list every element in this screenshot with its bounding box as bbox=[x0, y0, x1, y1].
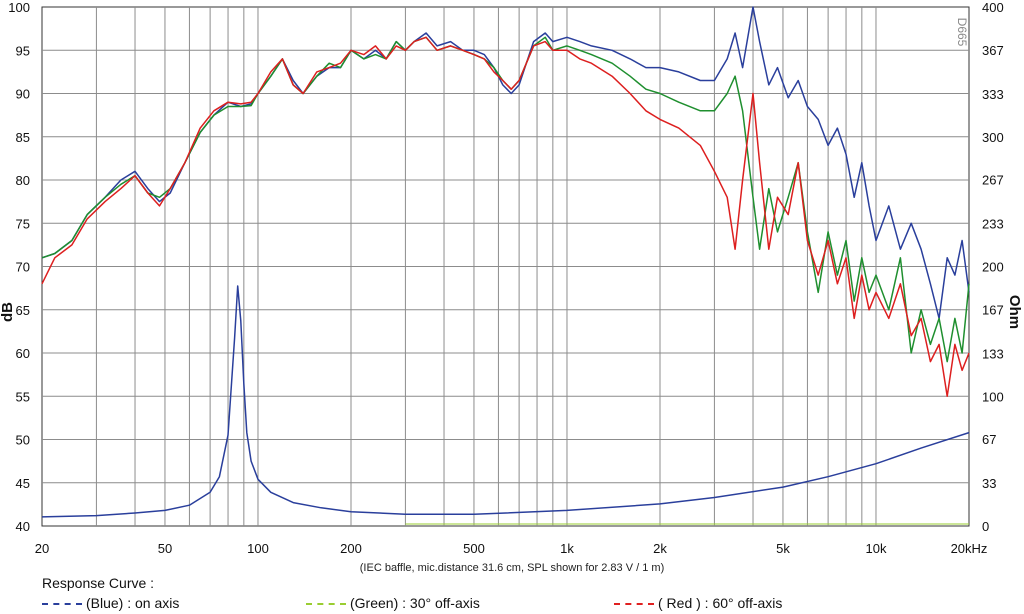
y-tick-left-label: 70 bbox=[16, 260, 30, 275]
y-tick-left-label: 80 bbox=[16, 173, 30, 188]
y-tick-left-label: 75 bbox=[16, 216, 30, 231]
y-tick-right-label: 33 bbox=[982, 476, 996, 491]
y-tick-left-label: 40 bbox=[16, 519, 30, 534]
y-tick-left-label: 50 bbox=[16, 433, 30, 448]
y-tick-left-label: 65 bbox=[16, 303, 30, 318]
legend-title: Response Curve : bbox=[42, 575, 155, 591]
y-tick-left-label: 100 bbox=[8, 0, 30, 15]
legend-item-red: ( Red ) : 60° off-axis bbox=[614, 595, 782, 611]
y-tick-right-label: 200 bbox=[982, 260, 1004, 275]
legend-label-blue: (Blue) : on axis bbox=[86, 595, 180, 611]
watermark: D665 bbox=[955, 18, 969, 47]
y-tick-right-label: 367 bbox=[982, 43, 1004, 58]
y-tick-left-label: 55 bbox=[16, 389, 30, 404]
y-tick-right-label: 133 bbox=[982, 346, 1004, 361]
y-tick-right-label: 67 bbox=[982, 432, 996, 447]
legend-swatch-green bbox=[306, 603, 346, 606]
series-line-impedance bbox=[41, 285, 970, 518]
y-tick-right-label: 167 bbox=[982, 302, 1004, 317]
y-tick-right-label: 400 bbox=[982, 0, 1004, 15]
legend-label-green: (Green) : 30° off-axis bbox=[350, 595, 480, 611]
series-layer bbox=[41, 6, 970, 525]
x-tick-label: 1k bbox=[560, 541, 574, 556]
y-tick-right-label: 0 bbox=[982, 519, 989, 534]
x-tick-label: 20 bbox=[35, 541, 49, 556]
y-tick-right-label: 333 bbox=[982, 87, 1004, 102]
x-tick-label: 20kHz bbox=[951, 541, 988, 556]
y-axis-right-title: Ohm bbox=[1006, 295, 1023, 329]
y-tick-left-label: 45 bbox=[16, 476, 30, 491]
tick-labels: 20 50 100 200 500 1k 2k 5k 10k 20kHz1009590858075… bbox=[8, 0, 1003, 556]
y-tick-right-label: 267 bbox=[982, 173, 1004, 188]
measurement-note: (IEC baffle, mic.distance 31.6 cm, SPL s… bbox=[359, 562, 665, 574]
y-tick-right-label: 300 bbox=[982, 130, 1004, 145]
y-tick-left-label: 95 bbox=[16, 43, 30, 58]
x-tick-label: 100 bbox=[247, 541, 269, 556]
grid bbox=[42, 7, 969, 526]
y-axis-left-title: dB bbox=[0, 302, 16, 322]
x-tick-label: 50 bbox=[158, 541, 172, 556]
y-tick-left-label: 85 bbox=[16, 130, 30, 145]
y-tick-right-label: 233 bbox=[982, 217, 1004, 232]
x-tick-label: 5k bbox=[776, 541, 790, 556]
y-tick-left-label: 60 bbox=[16, 346, 30, 361]
x-tick-label: 10k bbox=[865, 541, 886, 556]
legend-label-red: ( Red ) : 60° off-axis bbox=[658, 595, 783, 611]
y-tick-right-label: 100 bbox=[982, 389, 1004, 404]
series-line-off_60 bbox=[41, 36, 970, 398]
x-tick-label: 500 bbox=[463, 541, 485, 556]
legend-swatch-blue bbox=[42, 603, 82, 606]
x-tick-label: 200 bbox=[340, 541, 362, 556]
legend-swatch-red bbox=[614, 603, 654, 606]
x-tick-label: 2k bbox=[653, 541, 667, 556]
legend-item-blue: (Blue) : on axis bbox=[42, 595, 179, 611]
y-tick-left-label: 90 bbox=[16, 87, 30, 102]
legend-item-green: (Green) : 30° off-axis bbox=[306, 595, 480, 611]
